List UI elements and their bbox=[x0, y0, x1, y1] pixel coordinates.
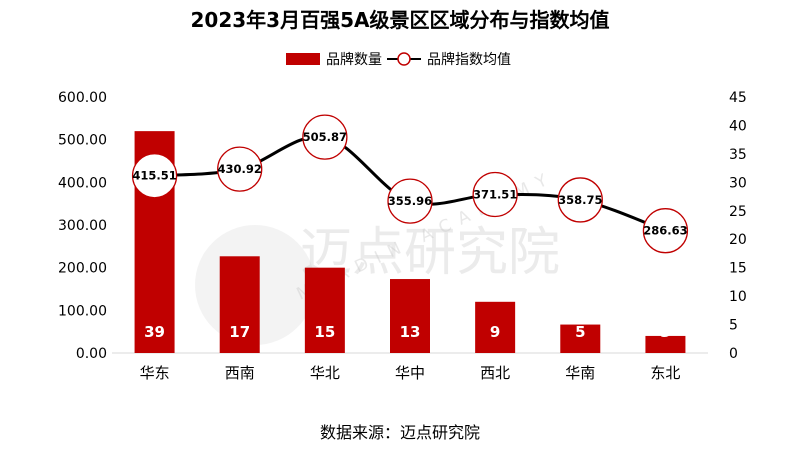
axes: 0.00 100.00 200.00 300.00 400.00 500.00 600.00… bbox=[58, 90, 747, 362]
category-labels: 华东 西南 华北 华中 西北 华南 东北 bbox=[140, 364, 681, 382]
line-point-marker bbox=[472, 171, 518, 218]
line-point-label: 415.51 bbox=[132, 169, 176, 183]
y-right-tick-label: 30 bbox=[729, 175, 747, 191]
line-point-marker bbox=[302, 114, 348, 160]
y-left-tick-label: 300.00 bbox=[58, 218, 107, 234]
y-right-tick-label: 40 bbox=[729, 118, 747, 134]
y-right-tick-label: 45 bbox=[729, 90, 747, 106]
bar bbox=[560, 324, 601, 353]
y-left-tick-label: 200.00 bbox=[58, 261, 107, 277]
line-point-marker bbox=[387, 178, 433, 224]
line-point-marker bbox=[217, 146, 263, 192]
y-right-tick-label: 10 bbox=[729, 289, 747, 305]
line-point-marker bbox=[557, 177, 603, 223]
bar-value-label: 17 bbox=[229, 323, 250, 341]
legend: 品牌数量 品牌指数均值 bbox=[286, 51, 511, 68]
x-category-label: 华中 bbox=[395, 364, 425, 382]
line-point-label: 371.51 bbox=[473, 187, 517, 201]
x-category-label: 西南 bbox=[225, 364, 255, 382]
y-left-tick-label: 400.00 bbox=[58, 175, 107, 191]
y-right-tick-label: 15 bbox=[729, 261, 747, 277]
y-left-tick-label: 600.00 bbox=[58, 90, 107, 106]
legend-line-label: 品牌指数均值 bbox=[427, 51, 511, 68]
line-point-label: 430.92 bbox=[218, 162, 262, 176]
x-category-label: 华北 bbox=[310, 364, 340, 382]
y-left-tick-label: 500.00 bbox=[58, 133, 107, 149]
x-category-label: 华东 bbox=[140, 364, 170, 382]
y-right-tick-label: 20 bbox=[729, 232, 747, 248]
y-right-tick-label: 5 bbox=[729, 318, 738, 334]
x-category-label: 东北 bbox=[650, 364, 680, 382]
x-category-label: 华南 bbox=[565, 364, 595, 382]
bar-value-label: 3 bbox=[660, 323, 670, 341]
chart-title: 2023年3月百强5A级景区区域分布与指数均值 bbox=[191, 8, 610, 32]
line-point-label: 505.87 bbox=[303, 130, 347, 144]
bar bbox=[475, 301, 516, 353]
legend-line-marker bbox=[397, 52, 411, 66]
line-point-label: 355.96 bbox=[388, 194, 432, 208]
source-note: 数据来源：迈点研究院 bbox=[320, 423, 480, 442]
bar-value-label: 15 bbox=[314, 323, 335, 341]
bar bbox=[390, 279, 430, 353]
bar-value-label: 9 bbox=[490, 323, 500, 341]
x-category-label: 西北 bbox=[480, 364, 510, 382]
line-point-marker bbox=[131, 153, 178, 199]
bar bbox=[219, 256, 260, 353]
y-right-tick-label: 25 bbox=[729, 204, 747, 220]
legend-bar-label: 品牌数量 bbox=[326, 51, 382, 68]
bar bbox=[304, 267, 345, 353]
y-left-tick-label: 100.00 bbox=[58, 303, 107, 319]
y-right-tick-label: 0 bbox=[729, 346, 738, 362]
bar-value-label: 39 bbox=[144, 323, 165, 341]
bar-value-label: 13 bbox=[400, 323, 421, 341]
bar-value-label: 5 bbox=[575, 323, 585, 341]
line-point-label: 358.75 bbox=[558, 193, 602, 207]
legend-bar-swatch bbox=[286, 53, 320, 65]
y-right-tick-label: 35 bbox=[729, 147, 747, 163]
line-point-marker bbox=[642, 208, 689, 254]
y-left-tick-label: 0.00 bbox=[76, 346, 107, 362]
bar bbox=[645, 335, 686, 353]
line-series: 415.51 430.92 505.87 355.96 371.51 358.75 286.… bbox=[131, 114, 689, 254]
line-point-label: 286.63 bbox=[643, 224, 687, 238]
